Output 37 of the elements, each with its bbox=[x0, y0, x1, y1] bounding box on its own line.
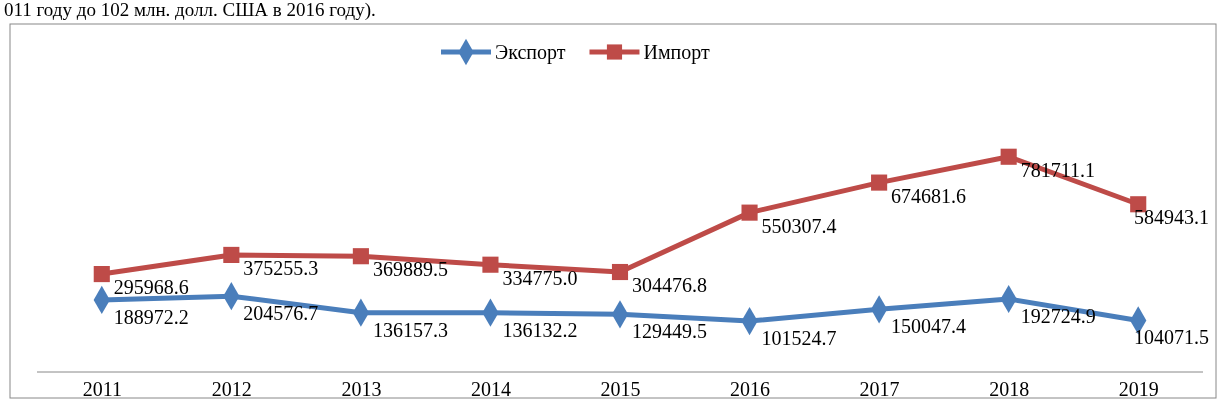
point bbox=[871, 174, 888, 191]
data-label: 295968.6 bbox=[113, 276, 189, 299]
x-tick-label: 2015 bbox=[600, 378, 641, 400]
legend-label: Импорт bbox=[643, 41, 711, 64]
data-label: 150047.4 bbox=[891, 315, 967, 338]
point bbox=[352, 248, 369, 265]
x-tick-label: 2018 bbox=[989, 378, 1030, 400]
point bbox=[223, 246, 240, 263]
data-label: 304476.8 bbox=[632, 274, 707, 297]
data-label: 129449.5 bbox=[632, 320, 707, 343]
text: 011 году до 102 млн. долл. США в 2016 году). bbox=[4, 0, 376, 21]
data-label: 584943.1 bbox=[1134, 206, 1209, 229]
data-label: 192724.9 bbox=[1020, 305, 1096, 328]
x-tick-label: 2017 bbox=[859, 378, 900, 400]
x-tick-label: 2014 bbox=[470, 378, 511, 400]
data-label: 101524.7 bbox=[761, 327, 837, 350]
data-label: 375255.3 bbox=[243, 256, 319, 279]
x-tick-label: 2016 bbox=[730, 378, 771, 400]
x-tick-label: 2013 bbox=[341, 378, 382, 400]
point bbox=[741, 204, 758, 221]
data-label: 136157.3 bbox=[372, 318, 448, 341]
point bbox=[1000, 148, 1017, 165]
data-label: 334775.0 bbox=[502, 266, 578, 289]
data-label: 204576.7 bbox=[243, 302, 319, 325]
data-label: 369889.5 bbox=[372, 258, 448, 281]
data-label: 188972.2 bbox=[113, 305, 189, 328]
point bbox=[611, 263, 629, 281]
x-tick-label: 2012 bbox=[211, 378, 252, 400]
point bbox=[482, 256, 499, 273]
x-tick-label: 2011 bbox=[82, 378, 122, 400]
x-tick-label: 2019 bbox=[1118, 378, 1159, 400]
point bbox=[93, 266, 110, 283]
data-label: 674681.6 bbox=[891, 184, 967, 207]
data-label: 550307.4 bbox=[761, 214, 837, 237]
data-label: 136132.2 bbox=[502, 318, 578, 341]
data-label: 104071.5 bbox=[1134, 326, 1209, 349]
legend-label: Экспорт bbox=[495, 41, 566, 64]
